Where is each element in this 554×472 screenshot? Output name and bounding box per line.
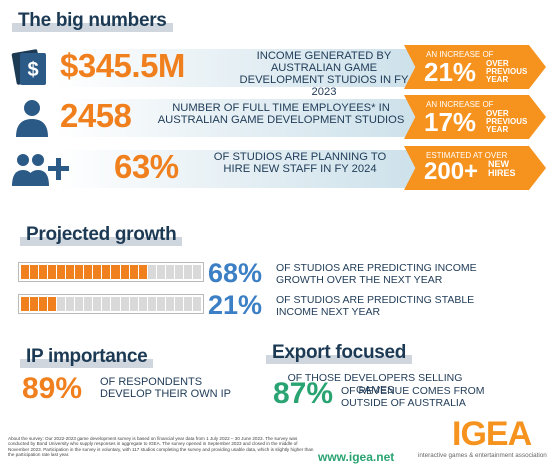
progress-segment xyxy=(120,297,129,311)
progress-segment xyxy=(174,297,183,311)
progress-segment xyxy=(57,297,66,311)
progress-segment xyxy=(156,265,165,279)
big-number-row-employees: 2458 NUMBER OF FULL TIME EMPLOYEES* IN A… xyxy=(10,95,550,139)
arrow-suffix: OVER PREVIOUS YEAR xyxy=(486,59,528,84)
progress-segment xyxy=(102,297,111,311)
estimate-arrow: ESTIMATED AT OVER 200+ NEW HIRES xyxy=(404,146,546,190)
progress-segment xyxy=(192,265,201,279)
growth-percent: 68% xyxy=(208,258,263,288)
progress-bar-income-growth xyxy=(18,262,204,282)
growth-description: OF STUDIOS ARE PREDICTING STABLE INCOME … xyxy=(276,294,475,318)
arrow-suffix: NEW HIRES xyxy=(488,159,516,178)
progress-segment xyxy=(30,265,39,279)
big-number-value: 2458 xyxy=(60,97,132,134)
progress-segment xyxy=(165,297,174,311)
progress-segment xyxy=(120,265,129,279)
progress-bar-stable-income xyxy=(18,294,204,314)
big-number-row-hiring: 63% OF STUDIOS ARE PLANNING TO HIRE NEW … xyxy=(10,146,550,190)
big-number-value: $345.5M xyxy=(60,47,185,84)
progress-segment xyxy=(84,265,93,279)
section-title-ip-importance: IP importance xyxy=(20,346,154,368)
cash-icon: $ xyxy=(11,49,46,85)
export-percent: 87% xyxy=(273,377,334,410)
progress-segment xyxy=(30,297,39,311)
svg-text:$: $ xyxy=(27,59,38,81)
progress-segment xyxy=(21,297,30,311)
progress-segment xyxy=(48,297,57,311)
progress-segment xyxy=(183,297,192,311)
progress-segment xyxy=(57,265,66,279)
big-number-value: 63% xyxy=(114,148,179,185)
progress-segment xyxy=(111,297,120,311)
progress-segment xyxy=(138,265,147,279)
progress-segment xyxy=(66,297,75,311)
progress-segment xyxy=(93,297,102,311)
row-band xyxy=(56,99,470,137)
website-link[interactable]: www.igea.net xyxy=(318,450,395,464)
big-number-description: INCOME GENERATED BY AUSTRALIAN GAME DEVE… xyxy=(239,50,409,98)
arrow-value: 200+ xyxy=(424,158,479,185)
progress-segment xyxy=(147,297,156,311)
progress-segment xyxy=(165,265,174,279)
progress-segment xyxy=(66,265,75,279)
progress-segment xyxy=(138,297,147,311)
progress-segment xyxy=(93,265,102,279)
group-add-icon xyxy=(12,154,69,186)
progress-segment xyxy=(174,265,183,279)
arrow-suffix: OVER PREVIOUS YEAR xyxy=(486,109,528,134)
arrow-caption: AN INCREASE OF xyxy=(426,100,494,109)
increase-arrow: AN INCREASE OF 17% OVER PREVIOUS YEAR xyxy=(404,95,546,139)
progress-segment xyxy=(21,265,30,279)
arrow-caption: AN INCREASE OF xyxy=(426,50,494,59)
section-title-export-focused: Export focused xyxy=(266,342,413,364)
progress-segment xyxy=(156,297,165,311)
export-lead-text: OF THOSE DEVELOPERS SELLING GAMES xyxy=(287,372,463,396)
growth-percent: 21% xyxy=(208,290,263,320)
progress-segment xyxy=(48,265,57,279)
row-band xyxy=(56,150,470,188)
logo-subtitle: interactive games & entertainment associ… xyxy=(418,452,547,459)
growth-description: OF STUDIOS ARE PREDICTING INCOME GROWTH … xyxy=(276,262,477,286)
survey-footnote: About the survey: Our 2022-2023 game dev… xyxy=(8,436,314,457)
row-band xyxy=(56,49,470,87)
progress-segment xyxy=(39,297,48,311)
progress-segment xyxy=(192,297,201,311)
big-number-description: OF STUDIOS ARE PLANNING TO HIRE NEW STAF… xyxy=(213,151,387,175)
person-icon xyxy=(16,100,48,137)
increase-arrow: AN INCREASE OF 21% OVER PREVIOUS YEAR xyxy=(404,45,546,89)
section-title-big-numbers: The big numbers xyxy=(12,10,173,32)
progress-segment xyxy=(75,297,84,311)
igea-logo: IGEA xyxy=(452,415,532,453)
progress-segment xyxy=(111,265,120,279)
progress-segment xyxy=(102,265,111,279)
progress-segment xyxy=(129,297,138,311)
progress-segment xyxy=(129,265,138,279)
export-description: OF REVENUE COMES FROM OUTSIDE OF AUSTRAL… xyxy=(341,385,485,409)
arrow-caption: ESTIMATED AT OVER xyxy=(426,151,508,160)
ip-percent: 89% xyxy=(22,372,83,405)
arrow-value: 17% xyxy=(424,107,477,137)
progress-segment xyxy=(147,265,156,279)
progress-segment xyxy=(84,297,93,311)
section-title-projected-growth: Projected growth xyxy=(20,224,183,246)
big-number-description: NUMBER OF FULL TIME EMPLOYEES* IN AUSTRA… xyxy=(157,102,405,126)
arrow-value: 21% xyxy=(424,57,477,87)
ip-description: OF RESPONDENTS DEVELOP THEIR OWN IP xyxy=(100,376,232,400)
progress-segment xyxy=(183,265,192,279)
progress-segment xyxy=(75,265,84,279)
big-number-row-income: $ $345.5M INCOME GENERATED BY AUSTRALIAN… xyxy=(10,45,550,98)
progress-segment xyxy=(39,265,48,279)
